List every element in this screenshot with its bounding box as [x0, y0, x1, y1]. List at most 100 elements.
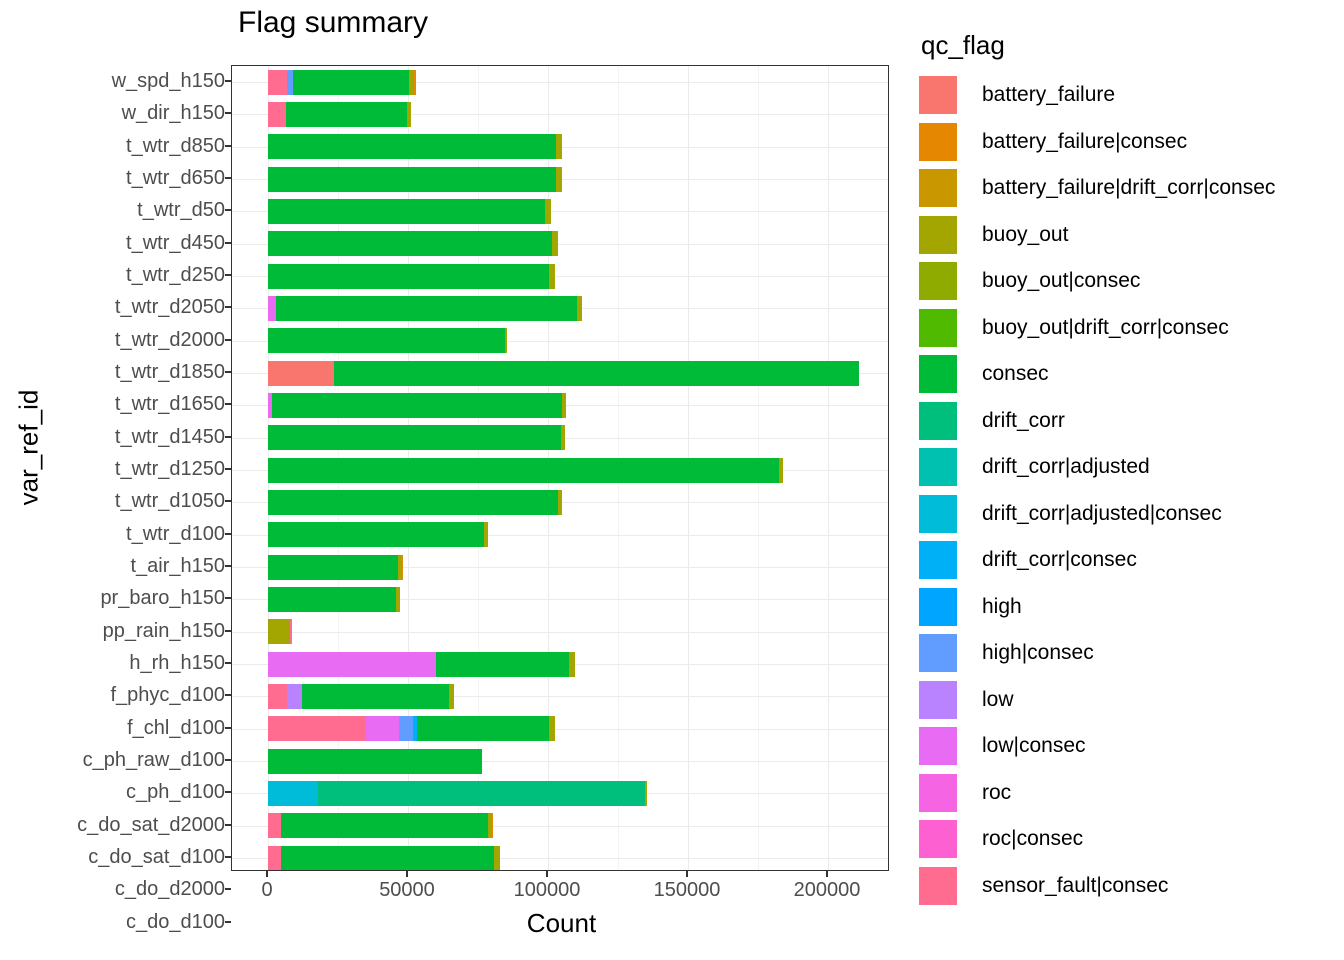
bar-segment[interactable] [290, 619, 293, 645]
bar-segment[interactable] [504, 328, 508, 354]
bar-segment[interactable] [280, 845, 495, 870]
legend-item-13[interactable]: low [919, 677, 1339, 724]
bar-segment[interactable] [398, 554, 402, 580]
bar-segment[interactable] [268, 166, 557, 192]
bar-segment[interactable] [268, 780, 319, 806]
bar-segment[interactable] [577, 295, 582, 321]
bar-segment[interactable] [268, 813, 281, 839]
bar-segment[interactable] [401, 554, 403, 580]
bar-segment[interactable] [483, 522, 488, 548]
bar-segment[interactable] [285, 101, 407, 127]
bar-segment[interactable] [366, 716, 400, 742]
bar-segment[interactable] [268, 683, 288, 709]
bar-segment[interactable] [560, 425, 565, 451]
bar-segment[interactable] [268, 198, 546, 224]
bar-t_wtr_d1450[interactable] [268, 425, 565, 451]
bar-segment[interactable] [416, 716, 550, 742]
bar-segment[interactable] [268, 651, 436, 677]
legend-item-1[interactable]: battery_failure|consec [919, 119, 1339, 166]
bar-w_dir_h150[interactable] [268, 101, 411, 127]
bar-segment[interactable] [268, 619, 291, 645]
bar-segment[interactable] [645, 780, 648, 806]
bar-c_do_sat_d2000[interactable] [268, 813, 494, 839]
bar-segment[interactable] [494, 845, 501, 870]
bar-segment[interactable] [406, 101, 411, 127]
bar-pp_rain_h150[interactable] [268, 619, 293, 645]
legend-item-16[interactable]: roc|consec [919, 816, 1339, 863]
legend-item-15[interactable]: roc [919, 770, 1339, 817]
bar-segment[interactable] [549, 263, 555, 289]
legend-item-12[interactable]: high|consec [919, 630, 1339, 677]
bar-t_wtr_d2000[interactable] [268, 328, 508, 354]
bar-pr_baro_h150[interactable] [268, 586, 400, 612]
bar-segment[interactable] [487, 813, 492, 839]
bar-segment[interactable] [268, 554, 399, 580]
bar-segment[interactable] [268, 522, 484, 548]
legend-item-5[interactable]: buoy_out|drift_corr|consec [919, 305, 1339, 352]
bar-segment[interactable] [779, 457, 784, 483]
legend-item-17[interactable]: sensor_fault|consec [919, 863, 1339, 910]
bar-segment[interactable] [552, 231, 558, 257]
legend-item-11[interactable]: high [919, 584, 1339, 631]
bar-segment[interactable] [562, 392, 567, 418]
bar-c_ph_raw_d100[interactable] [268, 748, 483, 774]
bar-segment[interactable] [414, 69, 417, 95]
bar-t_wtr_d250[interactable] [268, 263, 555, 289]
bar-segment[interactable] [318, 780, 646, 806]
bar-segment[interactable] [569, 651, 575, 677]
bar-segment[interactable] [280, 813, 488, 839]
bar-t_wtr_d1850[interactable] [268, 360, 859, 386]
legend-item-8[interactable]: drift_corr|adjusted [919, 444, 1339, 491]
bar-segment[interactable] [287, 683, 303, 709]
bar-t_wtr_d650[interactable] [268, 166, 562, 192]
bar-segment[interactable] [292, 69, 409, 95]
legend-item-9[interactable]: drift_corr|adjusted|consec [919, 491, 1339, 538]
bar-t_wtr_d50[interactable] [268, 198, 551, 224]
bar-w_spd_h150[interactable] [268, 69, 417, 95]
bar-segment[interactable] [268, 489, 558, 515]
bar-segment[interactable] [268, 263, 550, 289]
legend-item-3[interactable]: buoy_out [919, 212, 1339, 259]
bar-segment[interactable] [268, 360, 334, 386]
bar-t_wtr_d1250[interactable] [268, 457, 784, 483]
bar-f_phyc_d100[interactable] [268, 683, 455, 709]
bar-segment[interactable] [545, 198, 551, 224]
bar-segment[interactable] [396, 586, 400, 612]
bar-segment[interactable] [268, 295, 277, 321]
bar-segment[interactable] [413, 716, 417, 742]
bar-segment[interactable] [302, 683, 450, 709]
bar-segment[interactable] [268, 586, 397, 612]
legend-item-7[interactable]: drift_corr [919, 398, 1339, 445]
bar-segment[interactable] [268, 101, 286, 127]
bar-segment[interactable] [491, 813, 494, 839]
bar-f_chl_d100[interactable] [268, 716, 555, 742]
bar-segment[interactable] [268, 328, 505, 354]
bar-segment[interactable] [556, 166, 562, 192]
bar-segment[interactable] [268, 425, 561, 451]
bar-segment[interactable] [549, 716, 555, 742]
legend-item-4[interactable]: buoy_out|consec [919, 258, 1339, 305]
bar-segment[interactable] [408, 69, 415, 95]
bar-segment[interactable] [436, 651, 569, 677]
bar-t_wtr_d450[interactable] [268, 231, 558, 257]
bar-segment[interactable] [556, 134, 562, 160]
bar-segment[interactable] [268, 134, 557, 160]
bar-h_rh_h150[interactable] [268, 651, 575, 677]
bar-t_wtr_d1050[interactable] [268, 489, 562, 515]
bar-segment[interactable] [399, 716, 414, 742]
bar-segment[interactable] [272, 392, 562, 418]
bar-segment[interactable] [268, 69, 288, 95]
bar-segment[interactable] [268, 392, 273, 418]
bar-segment[interactable] [449, 683, 455, 709]
legend-item-2[interactable]: battery_failure|drift_corr|consec [919, 165, 1339, 212]
legend-item-6[interactable]: consec [919, 351, 1339, 398]
bar-segment[interactable] [557, 489, 562, 515]
legend-item-14[interactable]: low|consec [919, 723, 1339, 770]
bar-c_ph_d100[interactable] [268, 780, 648, 806]
bar-t_wtr_d2050[interactable] [268, 295, 582, 321]
bar-segment[interactable] [268, 748, 483, 774]
bar-segment[interactable] [268, 231, 553, 257]
bar-segment[interactable] [333, 360, 859, 386]
legend-item-0[interactable]: battery_failure [919, 72, 1339, 119]
bar-segment[interactable] [276, 295, 578, 321]
